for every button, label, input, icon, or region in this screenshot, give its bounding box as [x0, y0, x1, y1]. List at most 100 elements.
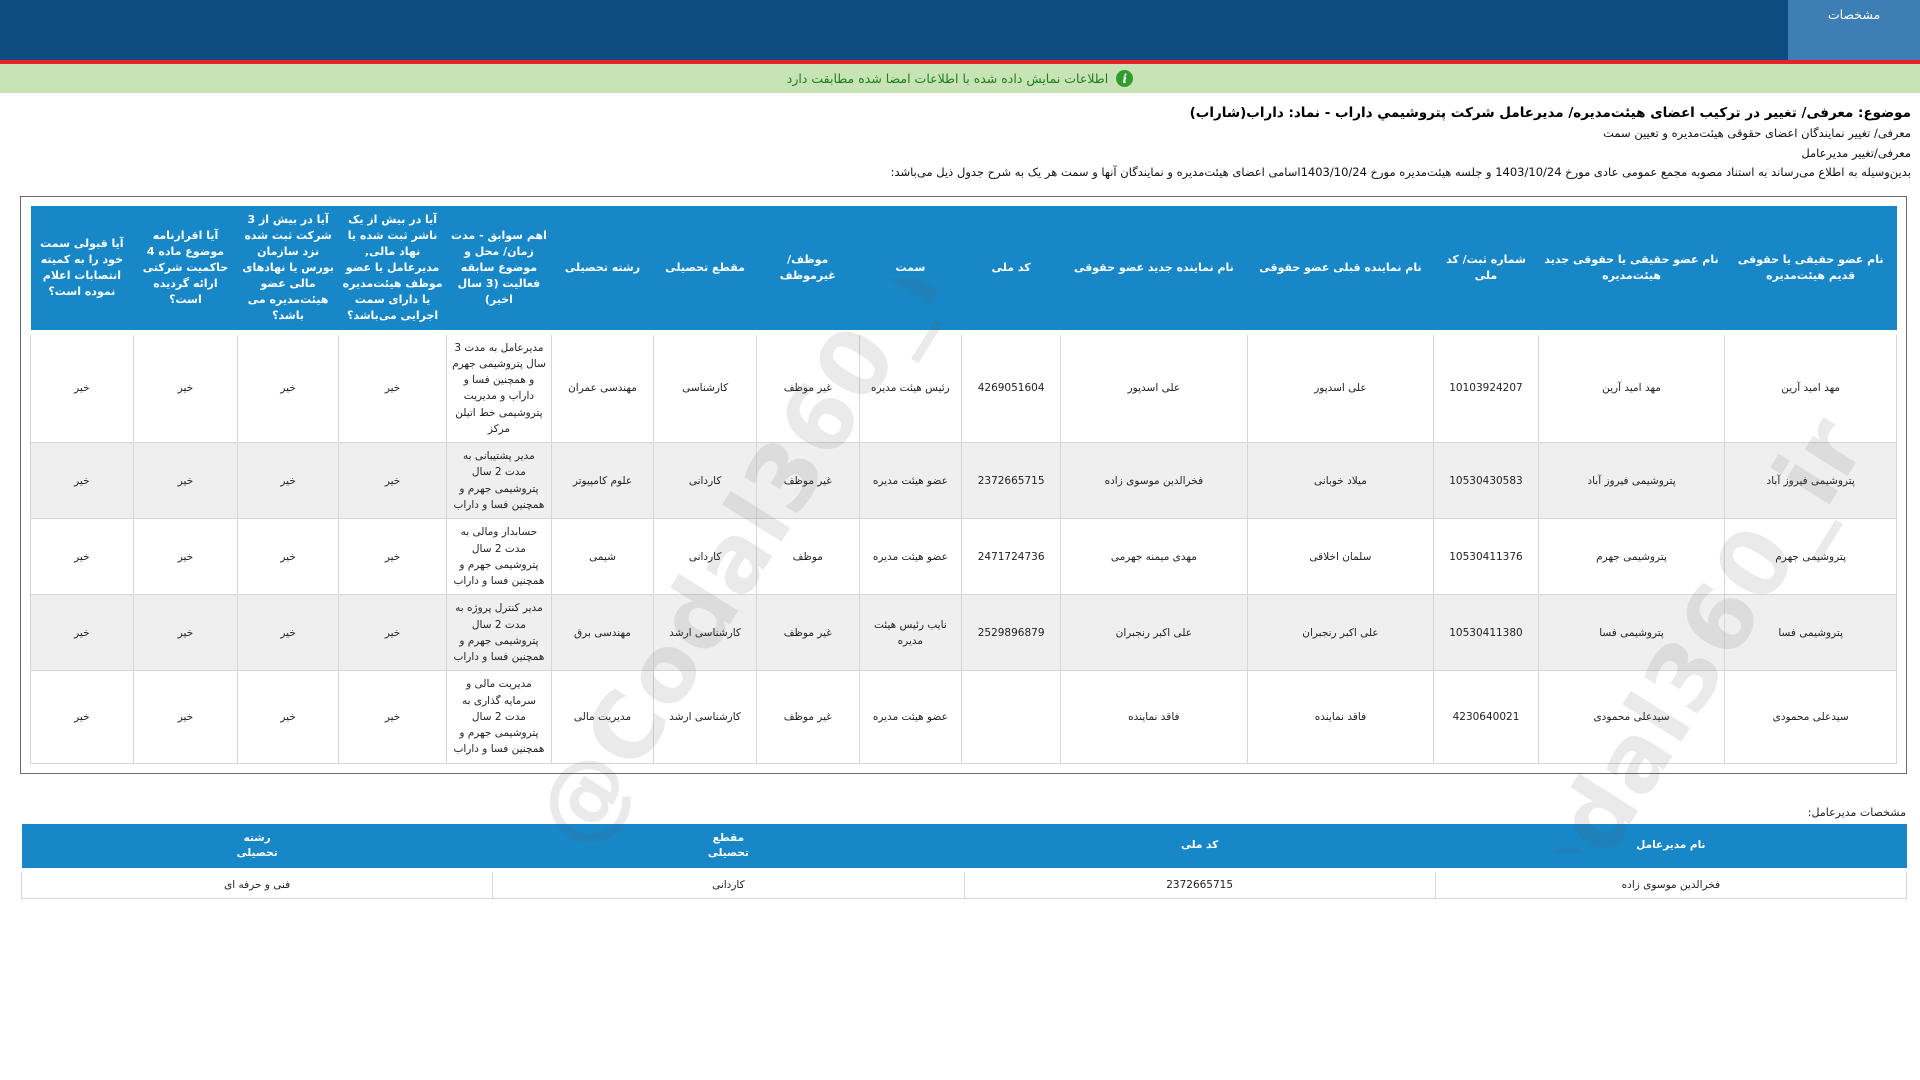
- cell-position: نایب رئیس هیئت مدیره: [858, 594, 963, 672]
- col-three-companies-question: آیا در بیش از 3 شرکت ثبت شده نزد سازمان …: [237, 206, 339, 335]
- intro-line-3: معرفی/تغییر مدیرعامل: [1801, 145, 1911, 160]
- col-new-representative: نام نماینده جدید عضو حقوقی: [1060, 206, 1248, 335]
- cell-reg-id: 10530430583: [1433, 442, 1539, 520]
- board-row-1: مهد امید آرین مهد امید آرین 10103924207 …: [30, 331, 1897, 444]
- col-national-code: کد ملی: [961, 206, 1061, 335]
- cell-old-member: پتروشیمی فیروز آباد: [1724, 442, 1897, 520]
- tab-specifications-label: مشخصات: [1827, 7, 1881, 22]
- subject-line: موضوع: معرفی/ تغییر در ترکیب اعضای هیئت‌…: [1189, 105, 1911, 121]
- cell-national-code: 2372665715: [961, 442, 1062, 520]
- cell-national-code: [961, 670, 1062, 764]
- col-registration-national-id: شماره ثبت/ کد ملی: [1433, 206, 1539, 335]
- signature-status-text: اطلاعات نمایش داده شده با اطلاعات امضا ش…: [786, 71, 1109, 86]
- col-ceo-education-level: مقطع تحصیلی: [492, 823, 964, 872]
- cell-reg-id: 10530411376: [1433, 518, 1539, 596]
- cell-reg-id: 10103924207: [1433, 331, 1539, 444]
- ceo-table-header-row: نام مدیرعامل کد ملی مقطع تحصیلی رشته تحص…: [21, 823, 1907, 872]
- col-position: سمت: [859, 206, 962, 335]
- cell-ceo-education-level: کاردانی: [492, 869, 965, 899]
- cell-q3: خیر: [132, 331, 239, 444]
- col-ceo-national-code: کد ملی: [964, 823, 1436, 872]
- col-experience: اهم سوابق - مدت زمان/ محل و موضوع سابقه …: [446, 206, 552, 335]
- cell-prev-rep: فاقد نماینده: [1246, 670, 1435, 764]
- cell-q3: خیر: [132, 594, 239, 672]
- cell-new-rep: علی اکبر رنجبران: [1060, 594, 1248, 672]
- cell-new-member: سیدعلی محمودی: [1537, 670, 1726, 764]
- tab-specifications[interactable]: مشخصات: [1788, 0, 1920, 60]
- cell-experience: مدیریت مالی و سرمایه گذاری به مدت 2 سال …: [446, 670, 552, 764]
- cell-q2: خیر: [237, 670, 339, 764]
- cell-experience: مدیر کنترل پروژه به مدت 2 سال پتروشیمی ج…: [446, 594, 552, 672]
- col-previous-representative: نام نماینده قبلی عضو حقوقی: [1247, 206, 1434, 335]
- cell-education-field: علوم کامپیوتر: [550, 442, 655, 520]
- cell-education-level: کارشناسی ارشد: [653, 594, 757, 672]
- cell-new-member: پتروشیمی فسا: [1537, 594, 1726, 672]
- cell-new-member: پتروشیمی جهرم: [1537, 518, 1726, 596]
- cell-education-field: مهندسی عمران: [550, 331, 655, 444]
- cell-new-member: پتروشیمی فیروز آباد: [1537, 442, 1726, 520]
- col-executive-status: موظف/ غیرموظف: [756, 206, 860, 335]
- board-row-5: سیدعلی محمودی سیدعلی محمودی 4230640021 ف…: [30, 670, 1897, 764]
- cell-new-rep: فخرالدین موسوی زاده: [1060, 442, 1248, 520]
- cell-reg-id: 10530411380: [1433, 594, 1539, 672]
- board-table-frame: نام عضو حقیقی یا حقوقی قدیم هیئت‌مدیره ن…: [20, 196, 1907, 774]
- top-header-bar: مشخصات: [0, 0, 1920, 60]
- col-education-level: مقطع تحصیلی: [653, 206, 757, 335]
- cell-new-rep: فاقد نماینده: [1060, 670, 1248, 764]
- col-ceo-name: نام مدیرعامل: [1435, 823, 1907, 872]
- cell-old-member: مهد امید آرین: [1724, 331, 1897, 444]
- cell-education-field: مدیریت مالی: [550, 670, 655, 764]
- cell-national-code: 4269051604: [961, 331, 1062, 444]
- cell-q2: خیر: [237, 442, 339, 520]
- ceo-section-title: مشخصات مدیرعامل:: [1807, 805, 1906, 819]
- cell-executive-status: غیر موظف: [755, 670, 860, 764]
- cell-q1: خیر: [337, 442, 448, 520]
- cell-executive-status: غیر موظف: [755, 442, 860, 520]
- cell-national-code: 2529896879: [961, 594, 1062, 672]
- cell-prev-rep: سلمان اخلاقی: [1246, 518, 1435, 596]
- cell-prev-rep: علی اسدپور: [1246, 331, 1435, 444]
- cell-q1: خیر: [337, 670, 448, 764]
- cell-old-member: سیدعلی محمودی: [1724, 670, 1897, 764]
- board-members-table: نام عضو حقیقی یا حقوقی قدیم هیئت‌مدیره ن…: [30, 206, 1897, 764]
- col-acceptance-question: آیا قبولی سمت خود را به کمیته انتصابات ا…: [30, 206, 134, 335]
- cell-ceo-education-field: فنی و حرفه ای: [20, 869, 494, 899]
- cell-position: عضو هیئت مدیره: [858, 670, 963, 764]
- cell-experience: مدیرعامل به مدت 3 سال پتروشیمی جهرم و هم…: [446, 331, 552, 444]
- intro-line-2: معرفی/ تغییر نمایندگان اعضای حقوقی هیئت‌…: [1603, 126, 1911, 140]
- col-multiple-issuer-question: آیا در بیش از یک ناشر ثبت شده یا نهاد ما…: [338, 206, 447, 335]
- cell-old-member: پتروشیمی جهرم: [1724, 518, 1897, 596]
- cell-q4: خیر: [30, 518, 134, 596]
- cell-executive-status: غیر موظف: [755, 594, 860, 672]
- cell-education-level: کاردانی: [653, 442, 757, 520]
- cell-education-level: کاردانی: [653, 518, 757, 596]
- cell-q4: خیر: [30, 594, 134, 672]
- cell-ceo-national-code: 2372665715: [963, 869, 1436, 899]
- cell-q3: خیر: [132, 442, 239, 520]
- board-row-3: پتروشیمی جهرم پتروشیمی جهرم 10530411376 …: [30, 518, 1897, 596]
- cell-prev-rep: میلاد خوبانی: [1246, 442, 1435, 520]
- cell-q4: خیر: [30, 331, 134, 444]
- cell-q3: خیر: [132, 670, 239, 764]
- cell-new-member: مهد امید آرین: [1537, 331, 1726, 444]
- cell-education-field: شیمی: [550, 518, 655, 596]
- cell-new-rep: علی اسدپور: [1060, 331, 1248, 444]
- intro-block: موضوع: معرفی/ تغییر در ترکیب اعضای هیئت‌…: [0, 93, 1920, 181]
- ceo-table: نام مدیرعامل کد ملی مقطع تحصیلی رشته تحص…: [20, 823, 1908, 899]
- board-row-2: پتروشیمی فیروز آباد پتروشیمی فیروز آباد …: [30, 442, 1897, 520]
- cell-executive-status: غیر موظف: [755, 331, 860, 444]
- info-icon: i: [1116, 70, 1134, 87]
- col-ceo-education-field: رشته تحصیلی: [21, 823, 493, 872]
- board-row-4: پتروشیمی فسا پتروشیمی فسا 10530411380 عل…: [30, 594, 1897, 672]
- cell-q3: خیر: [132, 518, 239, 596]
- col-old-member-name: نام عضو حقیقی یا حقوقی قدیم هیئت‌مدیره: [1724, 206, 1897, 335]
- cell-education-level: کارشناسی ارشد: [653, 670, 757, 764]
- cell-ceo-name: فخرالدین موسوی زاده: [1434, 869, 1908, 899]
- cell-q2: خیر: [237, 331, 339, 444]
- cell-education-field: مهندسی برق: [550, 594, 655, 672]
- cell-q4: خیر: [30, 442, 134, 520]
- col-new-member-name: نام عضو حقیقی یا حقوقی جدید هیئت‌مدیره: [1538, 206, 1725, 335]
- col-education-field: رشته تحصیلی: [551, 206, 654, 335]
- cell-prev-rep: علی اکبر رنجبران: [1246, 594, 1435, 672]
- cell-q2: خیر: [237, 518, 339, 596]
